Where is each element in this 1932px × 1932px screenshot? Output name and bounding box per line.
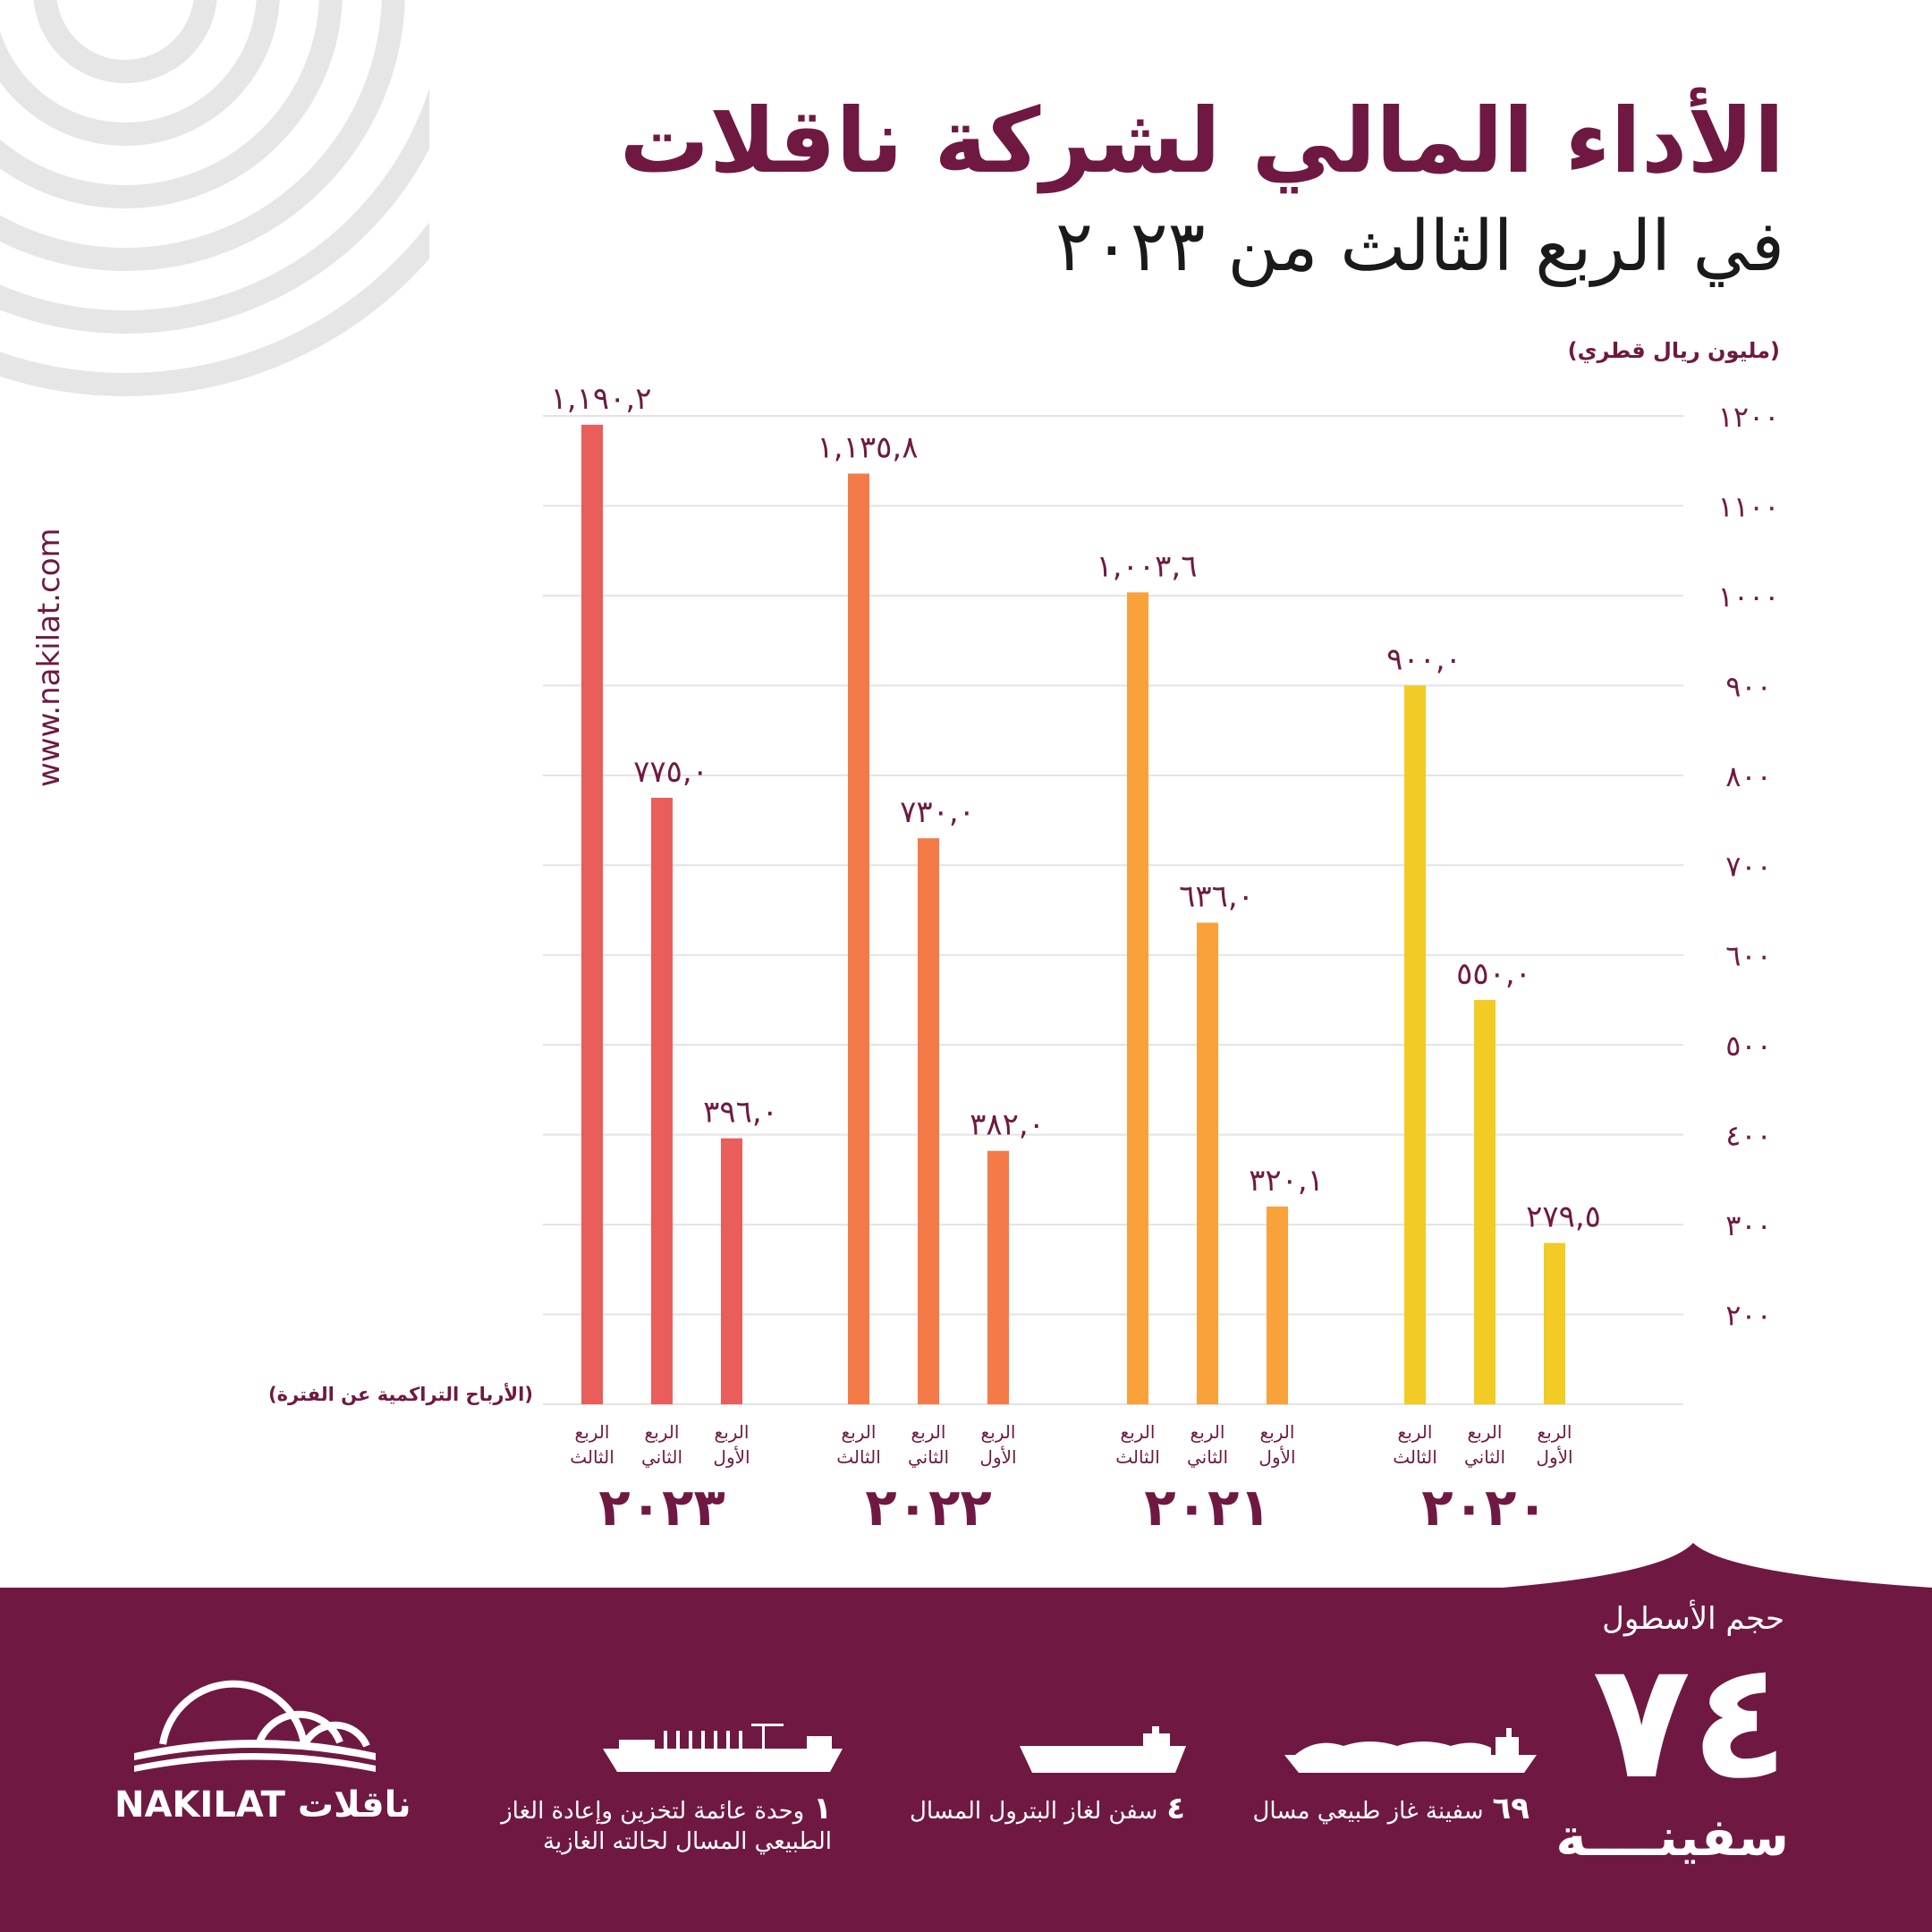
page-subtitle: في الربع الثالث من ٢٠٢٣ [1055, 207, 1784, 287]
lng-carrier-icon [1284, 1728, 1537, 1773]
bar-chart: ١٢٠٠ ١١٠٠ ١٠٠٠ ٩٠٠ ٨٠٠ ٧٠٠ ٦٠٠ ٥٠٠ ٤٠٠ ٣٠٠ ٢٠٠ ١,١٩… [543, 381, 1780, 1538]
bar-value-label: ٢٧٩,٥ [1526, 1199, 1601, 1235]
bar-value-label: ٣٢٠,١ [1249, 1163, 1324, 1199]
quarter-label: الربع [1468, 1421, 1503, 1443]
quarter-label: الربع [575, 1421, 610, 1443]
quarter-label: الربع [645, 1421, 680, 1443]
bar-value-label: ١,٠٠٣,٦ [1097, 548, 1198, 584]
bar-value-label: ٧٣٠,٠ [900, 794, 975, 830]
quarter-label-line2: الثالث [1115, 1446, 1160, 1468]
quarter-label-line2: الثاني [1187, 1446, 1228, 1469]
y-tick-label: ١٢٠٠ [1718, 400, 1780, 434]
lng-carrier-text: ٦٩ سفينة غاز طبيعي مسال [1253, 1793, 1530, 1826]
fleet-count: ٧٤ [1592, 1628, 1789, 1815]
bar-value-label: ٣٨٢,٠ [970, 1107, 1045, 1143]
page-title: الأداء المالي لشركة ناقلات [619, 89, 1784, 193]
y-tick-label: ١٠٠٠ [1718, 580, 1780, 614]
bar [848, 473, 869, 1404]
quarter-label: الربع [1260, 1421, 1295, 1443]
x-axis-caption: (الأرباح التراكمية عن الفترة) [268, 1384, 533, 1405]
fsru-text: ١ وحدة عائمة لتخزين وإعادة الغاز الطبيعي … [501, 1793, 832, 1857]
nakilat-domes-logo [134, 1680, 376, 1772]
fleet-footer [0, 1485, 1932, 1932]
year-label: ٢٠٢١ [1144, 1477, 1271, 1538]
bar [1267, 1206, 1288, 1404]
quarter-label: الربع [842, 1421, 877, 1443]
y-tick-label: ٣٠٠ [1725, 1208, 1772, 1242]
bar [1197, 922, 1218, 1404]
quarter-label-line2: الثالث [1393, 1446, 1437, 1468]
bar [1127, 592, 1148, 1404]
quarter-label: الربع [1121, 1421, 1156, 1443]
y-tick-label: ١١٠٠ [1718, 489, 1780, 523]
bar-value-label: ٦٣٦,٠ [1179, 879, 1254, 915]
quarter-label-line2: الأول [713, 1446, 750, 1468]
lpg-carrier-icon [1020, 1726, 1186, 1773]
quarter-label-line2: الثاني [1464, 1446, 1505, 1469]
bar [1404, 685, 1426, 1404]
quarter-label-line2: الأول [1536, 1446, 1572, 1468]
y-tick-label: ٦٠٠ [1725, 939, 1772, 973]
lng-carrier-label: سفينة غاز طبيعي مسال [1252, 1798, 1484, 1825]
bar-value-label: ٩٠٠,٠ [1386, 641, 1462, 677]
quarter-label-line2: الأول [1258, 1446, 1295, 1468]
quarter-label: الربع [715, 1421, 750, 1443]
bar-value-label: ٧٧٥,٠ [633, 754, 708, 790]
bar-value-label: ٥٥٠,٠ [1456, 956, 1531, 992]
fleet-size-label: حجم الأسطول [1602, 1601, 1784, 1637]
quarter-label-line2: الثالث [570, 1446, 614, 1468]
lpg-carrier-count: ٤ [1166, 1791, 1185, 1826]
fsru-icon [603, 1724, 843, 1772]
bar-value-label: ١,١٩٠,٢ [551, 381, 652, 417]
lpg-carrier-label: سفن لغاز البترول المسال [909, 1798, 1158, 1825]
y-tick-label: ٢٠٠ [1725, 1299, 1772, 1333]
y-tick-label: ٩٠٠ [1725, 669, 1772, 703]
year-label: ٢٠٢٠ [1421, 1477, 1548, 1538]
quarter-label-line2: الثاني [908, 1446, 949, 1469]
bar [651, 797, 673, 1404]
quarter-label: الربع [981, 1421, 1016, 1443]
bar-value-label: ١,١٣٥,٨ [818, 429, 919, 465]
bar [1544, 1242, 1565, 1404]
y-axis-unit-label: (مليون ريال قطري) [1567, 338, 1780, 363]
quarter-label: الربع [1398, 1421, 1433, 1443]
year-label: ٢٠٢٣ [598, 1477, 725, 1538]
fsru-count: ١ [813, 1791, 832, 1826]
year-label: ٢٠٢٢ [865, 1477, 992, 1538]
y-tick-label: ٨٠٠ [1725, 759, 1772, 793]
y-tick-label: ٧٠٠ [1725, 849, 1772, 883]
fsru-label-line2: الطبيعي المسال لحالته الغازية [542, 1828, 832, 1855]
quarter-label: الربع [1191, 1421, 1225, 1443]
footer-background [0, 1543, 1932, 1932]
quarter-label-line2: الأول [979, 1446, 1016, 1468]
y-tick-label: ٥٠٠ [1725, 1029, 1772, 1063]
lng-carrier-count: ٦٩ [1492, 1791, 1530, 1826]
quarter-label: الربع [1538, 1421, 1572, 1443]
bar [1474, 999, 1496, 1404]
bar-value-label: ٣٩٦,٠ [703, 1095, 778, 1131]
y-tick-label: ٤٠٠ [1725, 1119, 1772, 1153]
company-logo-text: NAKILAT ناقلات [114, 1784, 411, 1826]
quarter-label-line2: الثاني [641, 1446, 682, 1469]
lpg-carrier-text: ٤ سفن لغاز البترول المسال [910, 1793, 1185, 1826]
fsru-label: وحدة عائمة لتخزين وإعادة الغاز [501, 1798, 805, 1825]
quarter-label: الربع [911, 1421, 946, 1443]
quarter-label-line2: الثالث [836, 1446, 881, 1468]
fleet-unit: سفينــــة [1555, 1807, 1789, 1868]
bar [581, 424, 603, 1405]
decorative-arcs [0, 0, 429, 396]
bar [721, 1138, 742, 1404]
bar [918, 838, 939, 1404]
bar [987, 1150, 1009, 1404]
